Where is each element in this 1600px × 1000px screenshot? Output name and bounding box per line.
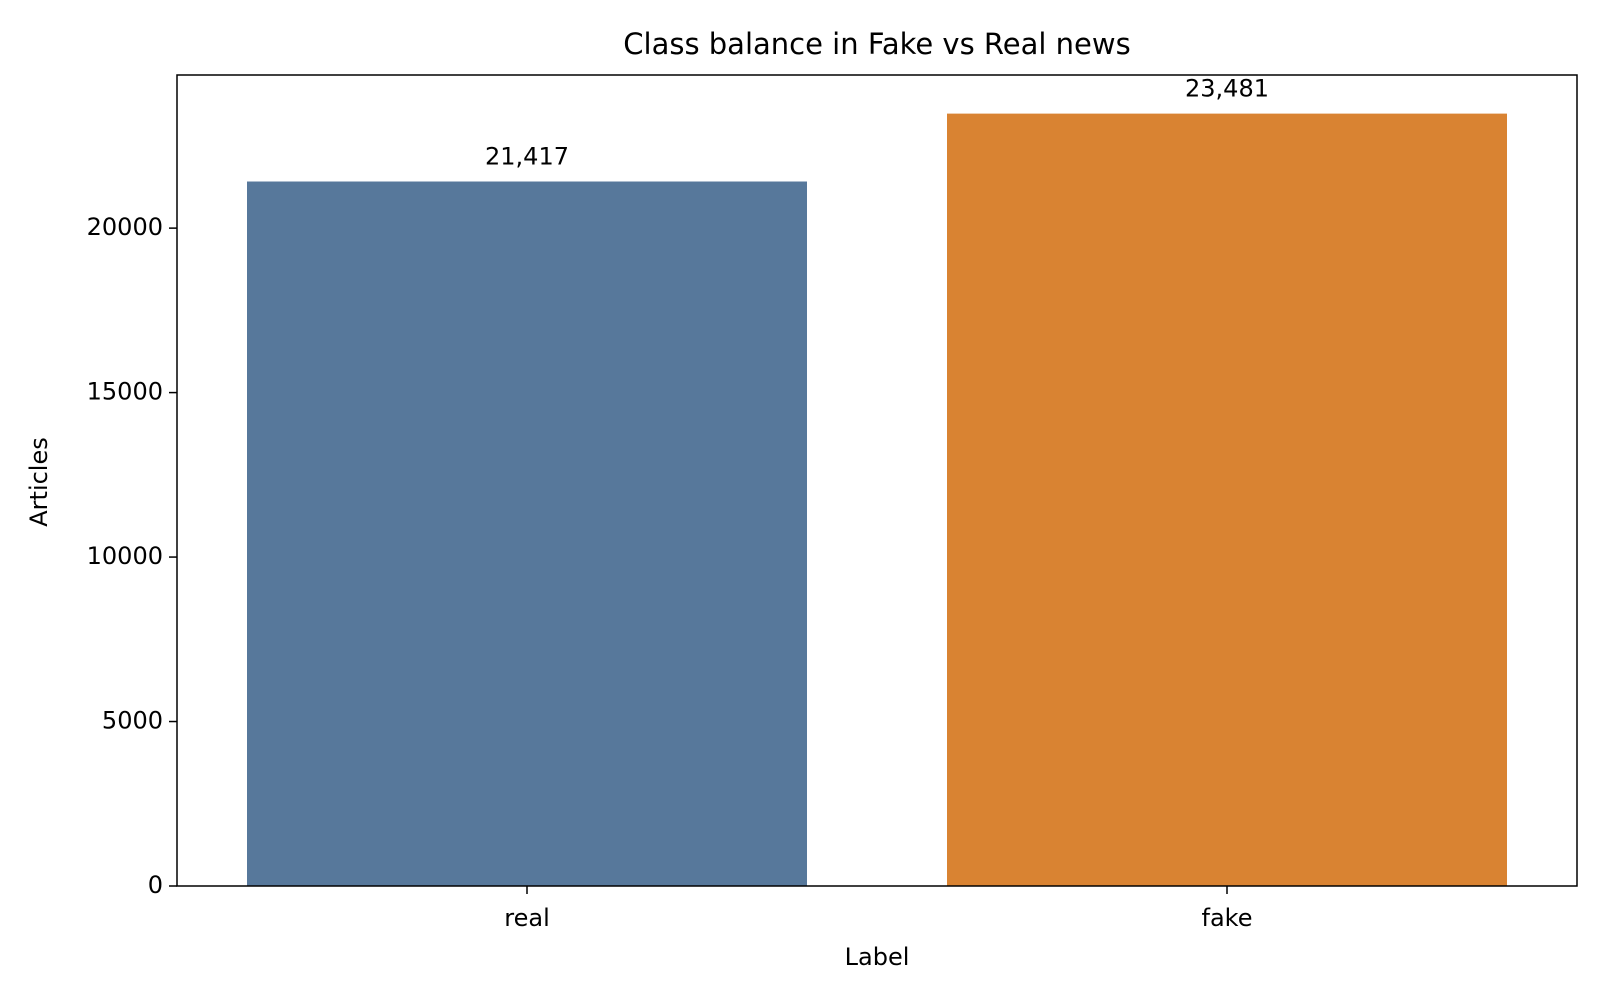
y-tick-label: 5000 bbox=[102, 707, 163, 735]
x-tick-label: fake bbox=[1202, 904, 1253, 932]
bar bbox=[947, 113, 1507, 886]
chart-title: Class balance in Fake vs Real news bbox=[623, 27, 1130, 61]
y-tick-label: 15000 bbox=[87, 378, 163, 406]
value-label: 21,417 bbox=[485, 143, 569, 171]
x-tick-label: real bbox=[504, 904, 549, 932]
bar bbox=[247, 181, 807, 886]
y-tick-label: 20000 bbox=[87, 213, 163, 241]
value-label: 23,481 bbox=[1185, 75, 1269, 103]
y-tick-label: 0 bbox=[148, 871, 163, 899]
plot-frame bbox=[176, 74, 1578, 887]
x-axis-label: Label bbox=[845, 943, 910, 971]
y-tick-label: 10000 bbox=[87, 542, 163, 570]
y-axis-label: Articles bbox=[25, 437, 53, 527]
